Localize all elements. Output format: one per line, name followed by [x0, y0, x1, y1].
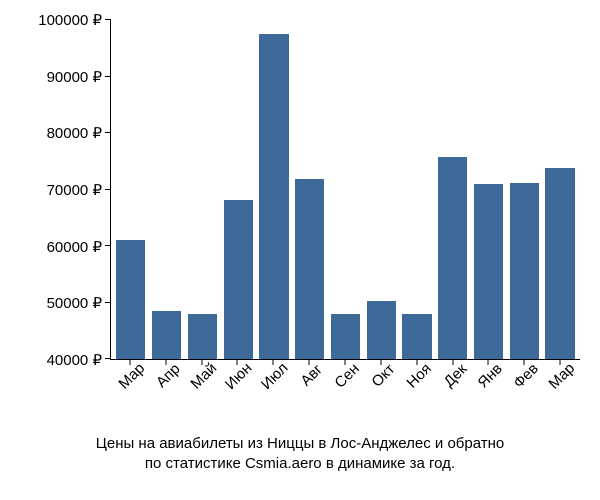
x-tick-label: Окт — [368, 361, 398, 391]
x-label-slot: Мар — [544, 360, 576, 430]
bar — [188, 314, 217, 359]
bars-container — [111, 20, 580, 359]
y-tick-label: 50000 ₽ — [47, 294, 102, 312]
bar — [152, 311, 181, 359]
chart-caption: Цены на авиабилеты из Ниццы в Лос-Анджел… — [20, 434, 580, 475]
plot-area — [110, 20, 580, 360]
y-tick-mark — [105, 132, 111, 133]
x-label-slot: Июл — [257, 360, 289, 430]
x-axis-labels: МарАпрМайИюнИюлАвгСенОктНояДекЯнвФевМар — [110, 360, 580, 430]
bar-slot — [222, 20, 254, 359]
bar-slot — [365, 20, 397, 359]
x-label-slot: Авг — [293, 360, 325, 430]
x-tick-label: Апр — [153, 360, 184, 391]
y-tick-label: 90000 ₽ — [47, 68, 102, 86]
x-tick-label: Май — [187, 360, 220, 393]
bar — [367, 301, 396, 359]
x-label-slot: Янв — [472, 360, 504, 430]
x-tick-label: Фев — [510, 360, 542, 392]
x-label-slot: Сен — [329, 360, 361, 430]
y-tick-label: 40000 ₽ — [47, 351, 102, 369]
x-tick-label: Дек — [440, 361, 470, 391]
x-label-slot: Апр — [150, 360, 182, 430]
bar — [259, 34, 288, 359]
y-axis: 40000 ₽50000 ₽60000 ₽70000 ₽80000 ₽90000… — [20, 20, 110, 360]
x-label-slot: Дек — [437, 360, 469, 430]
x-label-slot: Фев — [508, 360, 540, 430]
x-label-slot: Ноя — [401, 360, 433, 430]
bar — [116, 240, 145, 359]
y-tick-mark — [105, 76, 111, 77]
bar-slot — [294, 20, 326, 359]
bar — [331, 314, 360, 359]
bar-slot — [508, 20, 540, 359]
x-tick-label: Июл — [258, 360, 292, 394]
bar — [224, 200, 253, 359]
x-tick-label: Сен — [331, 360, 362, 391]
y-tick-mark — [105, 302, 111, 303]
bar-slot — [401, 20, 433, 359]
x-label-slot: Июн — [222, 360, 254, 430]
y-tick-mark — [105, 19, 111, 20]
bar-slot — [437, 20, 469, 359]
x-tick-label: Мар — [546, 360, 579, 393]
x-tick-label: Июн — [222, 360, 255, 393]
bar — [402, 314, 431, 359]
bar-slot — [115, 20, 147, 359]
x-tick-label: Ноя — [403, 360, 434, 391]
bar-slot — [187, 20, 219, 359]
x-label-slot: Окт — [365, 360, 397, 430]
bar-slot — [151, 20, 183, 359]
y-tick-mark — [105, 245, 111, 246]
x-label-slot: Май — [186, 360, 218, 430]
chart-body: 40000 ₽50000 ₽60000 ₽70000 ₽80000 ₽90000… — [20, 20, 580, 360]
price-chart: 40000 ₽ 50000 ₽ 60000 ₽ 70000 ₽ 80000 ₽ 90000… — [0, 0, 600, 500]
bar — [474, 184, 503, 359]
y-tick-label: 70000 ₽ — [47, 181, 102, 199]
y-tick-mark — [105, 189, 111, 190]
bar — [510, 183, 539, 359]
caption-line-2: по статистике Csmia.aero в динамике за г… — [145, 455, 455, 472]
bar — [438, 157, 467, 359]
bar-slot — [544, 20, 576, 359]
caption-line-1: Цены на авиабилеты из Ниццы в Лос-Анджел… — [96, 435, 504, 452]
bar-slot — [473, 20, 505, 359]
y-tick-mark — [105, 358, 111, 359]
x-label-slot: Мар — [114, 360, 146, 430]
y-tick-label: 80000 ₽ — [47, 124, 102, 142]
x-tick-label: Мар — [115, 360, 148, 393]
y-tick-label: 100000 ₽ — [38, 11, 102, 29]
x-tick-label: Авг — [298, 361, 327, 390]
bar — [295, 179, 324, 359]
bar-slot — [330, 20, 362, 359]
x-tick-label: Янв — [475, 360, 506, 391]
y-tick-label: 60000 ₽ — [47, 238, 102, 256]
bar-slot — [258, 20, 290, 359]
bar — [545, 168, 574, 359]
